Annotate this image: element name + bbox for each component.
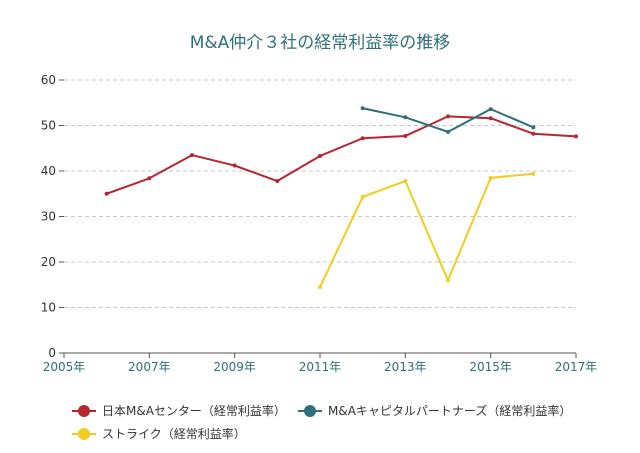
x-tick-label: 2005年 [43,360,86,374]
legend-item-2[interactable]: ストライク（経常利益率） [72,426,246,441]
y-tick-label: 40 [41,164,56,178]
data-point[interactable] [360,194,365,199]
y-tick-label: 20 [41,255,56,269]
legend-label: ストライク（経常利益率） [102,426,246,441]
data-point[interactable] [531,171,536,176]
data-point[interactable] [232,163,237,168]
data-point[interactable] [403,179,408,184]
chart-title: M&A仲介３社の経常利益率の推移 [189,33,451,53]
legend-marker-icon [78,428,90,440]
x-tick-label: 2017年 [555,360,598,374]
data-point[interactable] [190,153,194,158]
legend-item-0[interactable]: 日本M&Aセンター（経常利益率） [72,403,286,418]
legend-label: 日本M&Aセンター（経常利益率） [102,403,286,418]
series-line-2[interactable] [319,172,534,288]
legend-marker-icon [304,405,316,417]
x-tick-label: 2011年 [299,360,342,374]
y-tick-label: 50 [41,119,56,133]
data-point[interactable] [446,278,450,283]
y-tick-label: 30 [41,210,56,224]
data-point[interactable] [403,133,408,138]
data-point[interactable] [360,106,365,111]
legend-marker-icon [78,405,90,417]
data-point[interactable] [147,176,152,181]
data-point[interactable] [531,131,536,136]
axes: 0 10 20 30 40 50 60 2005年 2007年 2009年 2011年 2013年 20… [41,73,598,374]
legend-label: M&Aキャピタルパートナーズ（経常利益率） [328,403,571,418]
data-point[interactable] [275,179,280,184]
data-point[interactable] [318,285,322,290]
gridlines [64,79,576,308]
x-tick-label: 2013年 [384,360,427,374]
legend[interactable]: 日本M&Aセンター（経常利益率） M&Aキャピタルパートナーズ（経常利益率） ストラ… [72,403,571,441]
data-point[interactable] [446,129,450,134]
y-tick-label: 10 [41,301,56,315]
data-point[interactable] [574,134,578,139]
data-point[interactable] [318,153,322,158]
data-point[interactable] [360,136,365,141]
data-point[interactable] [488,107,493,112]
data-point[interactable] [488,116,493,121]
data-point[interactable] [104,191,109,196]
x-tick-label: 2007年 [128,360,171,374]
y-tick-label: 0 [48,346,56,360]
series-line-1[interactable] [362,107,534,133]
data-point[interactable] [446,114,450,119]
y-tick-label: 60 [41,73,56,87]
x-tick-label: 2015年 [469,360,512,374]
data-point[interactable] [488,175,493,180]
series-lines [104,106,578,290]
x-tick-label: 2009年 [213,360,256,374]
legend-item-1[interactable]: M&Aキャピタルパートナーズ（経常利益率） [298,403,571,418]
series-line-0[interactable] [106,115,577,195]
data-point[interactable] [403,115,408,120]
data-point[interactable] [531,125,536,130]
